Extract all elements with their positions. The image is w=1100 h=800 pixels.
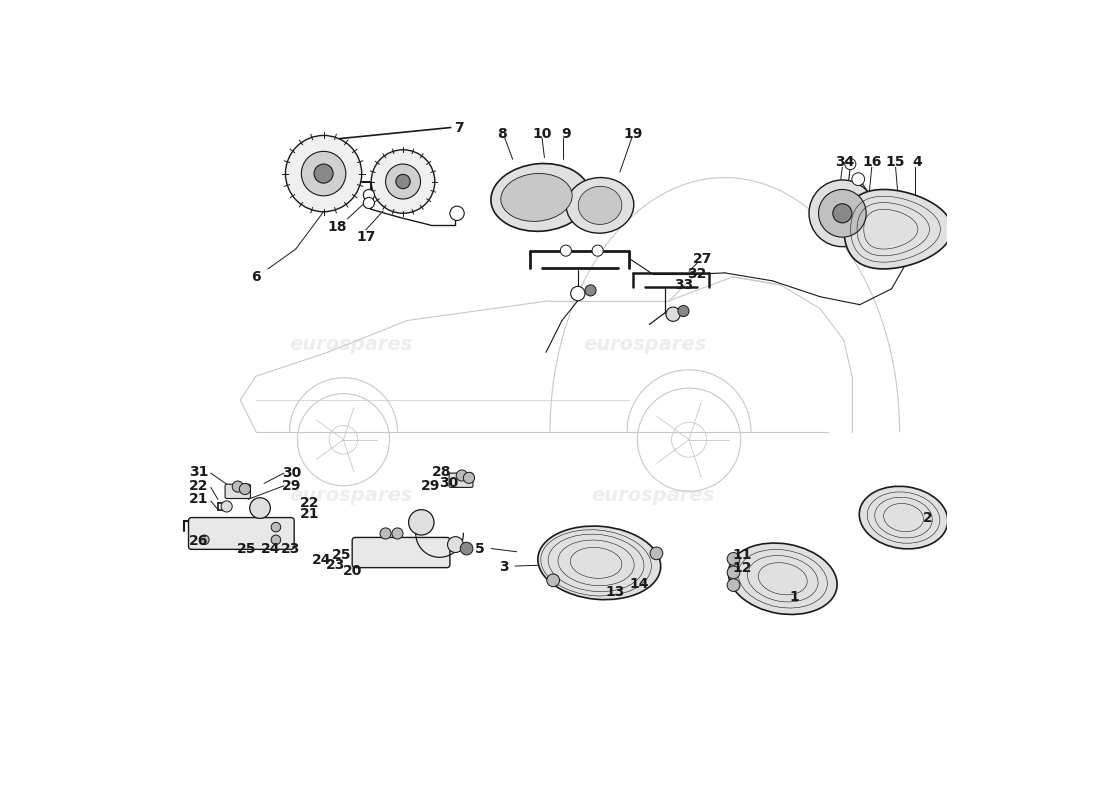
Text: 29: 29 — [421, 478, 440, 493]
Text: 9: 9 — [561, 127, 571, 141]
Text: 24: 24 — [261, 542, 280, 556]
Circle shape — [315, 164, 333, 183]
Text: 22: 22 — [300, 496, 320, 510]
FancyBboxPatch shape — [352, 538, 450, 568]
Circle shape — [456, 470, 468, 481]
Text: 12: 12 — [733, 562, 752, 575]
Ellipse shape — [859, 486, 948, 549]
Text: 6: 6 — [251, 270, 261, 284]
Ellipse shape — [579, 186, 621, 225]
Circle shape — [727, 566, 740, 578]
Circle shape — [833, 204, 851, 223]
Circle shape — [845, 158, 856, 170]
Circle shape — [463, 472, 474, 483]
Ellipse shape — [500, 174, 572, 222]
Text: 16: 16 — [862, 154, 881, 169]
Circle shape — [221, 501, 232, 512]
Text: 21: 21 — [300, 507, 320, 522]
Circle shape — [808, 180, 876, 246]
Text: eurospares: eurospares — [592, 486, 715, 505]
Circle shape — [650, 547, 663, 560]
Ellipse shape — [538, 526, 661, 600]
Circle shape — [272, 535, 280, 545]
Text: 5: 5 — [475, 542, 485, 556]
Circle shape — [363, 198, 374, 209]
Text: 25: 25 — [236, 542, 256, 556]
Text: eurospares: eurospares — [289, 335, 414, 354]
Text: 27: 27 — [693, 251, 712, 266]
Text: 29: 29 — [282, 478, 301, 493]
Text: 20: 20 — [343, 564, 363, 578]
Text: 13: 13 — [605, 586, 625, 599]
Circle shape — [547, 574, 560, 586]
Text: eurospares: eurospares — [289, 486, 414, 505]
Circle shape — [560, 245, 572, 256]
Text: 17: 17 — [356, 230, 375, 244]
Circle shape — [408, 510, 435, 535]
Text: 15: 15 — [886, 154, 905, 169]
Ellipse shape — [566, 178, 634, 233]
Text: 34: 34 — [835, 154, 855, 169]
FancyBboxPatch shape — [188, 518, 294, 550]
Circle shape — [818, 190, 866, 237]
Text: 23: 23 — [326, 558, 345, 572]
Text: 10: 10 — [532, 127, 552, 141]
Text: 2: 2 — [923, 510, 932, 525]
Circle shape — [571, 286, 585, 301]
Circle shape — [727, 578, 740, 591]
Circle shape — [386, 164, 420, 199]
Circle shape — [678, 306, 689, 317]
Circle shape — [396, 174, 410, 189]
Text: 30: 30 — [439, 477, 458, 490]
Ellipse shape — [728, 543, 837, 614]
Text: 19: 19 — [624, 127, 644, 141]
Circle shape — [240, 483, 251, 494]
Text: 1: 1 — [790, 590, 800, 604]
Text: 14: 14 — [629, 578, 649, 591]
Text: 23: 23 — [280, 542, 300, 556]
Text: 4: 4 — [912, 154, 922, 169]
Circle shape — [232, 481, 243, 492]
Circle shape — [851, 173, 865, 186]
Text: 3: 3 — [499, 560, 508, 574]
Circle shape — [450, 206, 464, 221]
Circle shape — [379, 528, 392, 539]
Ellipse shape — [491, 163, 590, 231]
Circle shape — [727, 553, 740, 566]
Text: 33: 33 — [674, 278, 693, 292]
Circle shape — [250, 498, 271, 518]
Text: 25: 25 — [332, 548, 352, 562]
Text: 32: 32 — [688, 267, 706, 282]
Text: 11: 11 — [733, 548, 752, 562]
Text: 21: 21 — [189, 492, 209, 506]
Text: 28: 28 — [431, 465, 451, 478]
Text: 8: 8 — [497, 127, 507, 141]
Circle shape — [200, 535, 209, 545]
Polygon shape — [844, 190, 952, 269]
Circle shape — [460, 542, 473, 555]
Circle shape — [301, 151, 345, 196]
Circle shape — [666, 307, 680, 322]
Text: 31: 31 — [189, 465, 209, 478]
Circle shape — [286, 135, 362, 212]
Circle shape — [585, 285, 596, 296]
Circle shape — [592, 245, 603, 256]
Text: 22: 22 — [189, 478, 209, 493]
FancyBboxPatch shape — [226, 484, 251, 498]
Text: eurospares: eurospares — [584, 335, 707, 354]
Text: 30: 30 — [283, 466, 301, 480]
Text: 7: 7 — [454, 121, 463, 134]
Circle shape — [372, 150, 434, 214]
Circle shape — [392, 528, 403, 539]
Circle shape — [272, 522, 280, 532]
Text: 18: 18 — [328, 220, 346, 234]
Text: 24: 24 — [312, 554, 332, 567]
Text: 26: 26 — [189, 534, 209, 549]
FancyBboxPatch shape — [449, 473, 473, 487]
Circle shape — [448, 537, 463, 553]
Circle shape — [363, 190, 374, 201]
